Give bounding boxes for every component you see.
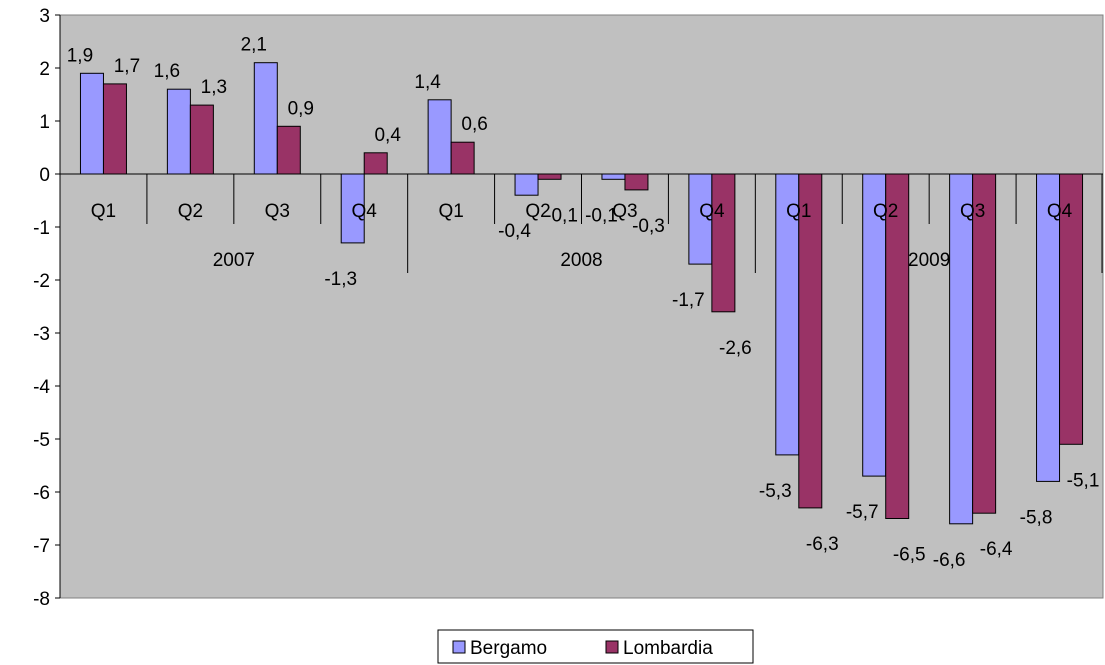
bar-lombardia	[276, 125, 301, 175]
legend-label-bergamo: Bergamo	[470, 638, 547, 659]
x-group-label: 2007	[213, 250, 255, 271]
legend-label-lombardia: Lombardia	[623, 638, 713, 659]
bar-bergamo	[166, 88, 191, 175]
bar-lombardia	[450, 141, 475, 175]
data-label-bergamo: -5,7	[846, 502, 879, 523]
bar-bergamo	[253, 62, 278, 175]
y-tick-label: 0	[39, 165, 50, 186]
data-label-lombardia: -0,1	[545, 205, 578, 226]
legend-swatch-bergamo	[452, 640, 466, 654]
y-tick-label: -3	[33, 324, 50, 345]
data-label-lombardia: -6,4	[980, 539, 1013, 560]
data-label-lombardia: 1,3	[201, 77, 227, 98]
x-tick-label: Q1	[786, 201, 811, 222]
legend-swatch-lombardia	[605, 640, 619, 654]
bar-lombardia	[624, 173, 649, 191]
data-label-bergamo: 2,1	[241, 35, 267, 56]
data-label-lombardia: 1,7	[114, 56, 140, 77]
x-tick-label: Q1	[438, 201, 463, 222]
data-label-bergamo: -5,8	[1020, 507, 1053, 528]
bar-lombardia	[537, 173, 562, 180]
data-label-bergamo: -1,7	[672, 290, 705, 311]
y-tick-label: -7	[33, 536, 50, 557]
y-tick-label: -8	[33, 589, 50, 610]
legend-box	[437, 629, 754, 664]
bar-bergamo	[601, 173, 626, 180]
bar-lombardia	[711, 173, 736, 313]
x-tick-label: Q3	[265, 201, 290, 222]
bar-bergamo	[340, 173, 365, 244]
data-label-bergamo: 1,9	[67, 45, 93, 66]
data-label-bergamo: 1,6	[154, 61, 180, 82]
data-label-bergamo: 1,4	[414, 72, 441, 93]
x-tick-label: Q4	[699, 201, 725, 222]
y-tick-label: 2	[39, 59, 50, 80]
bar-lombardia	[1059, 173, 1084, 445]
bar-lombardia	[972, 173, 997, 514]
bar-bergamo	[427, 99, 452, 175]
plot-area	[59, 14, 1104, 599]
bar-bergamo	[79, 72, 104, 175]
y-tick-label: 1	[39, 112, 50, 133]
bar-lombardia	[189, 104, 214, 175]
bar-lombardia	[798, 173, 823, 509]
data-label-lombardia: -6,5	[893, 545, 926, 566]
x-group-label: 2008	[560, 250, 602, 271]
x-tick-label: Q1	[91, 201, 116, 222]
x-tick-label: Q2	[525, 201, 550, 222]
y-tick-label: -6	[33, 483, 50, 504]
data-label-bergamo: -0,1	[585, 205, 618, 226]
y-tick-label: 3	[39, 6, 50, 27]
data-label-bergamo: -0,4	[498, 221, 531, 242]
data-label-lombardia: -6,3	[806, 534, 839, 555]
bar-bergamo	[949, 173, 974, 525]
data-label-lombardia: 0,9	[288, 98, 314, 119]
x-tick-label: Q2	[873, 201, 898, 222]
y-tick-label: -5	[33, 430, 50, 451]
data-label-lombardia: -0,3	[632, 216, 665, 237]
x-tick-label: Q4	[352, 201, 378, 222]
data-label-lombardia: 0,6	[461, 114, 487, 135]
legend: Bergamo Lombardia	[437, 629, 754, 664]
data-label-lombardia: -5,1	[1067, 470, 1100, 491]
data-label-bergamo: -6,6	[933, 550, 966, 571]
bar-lombardia	[363, 152, 388, 175]
x-group-label: 2009	[908, 250, 950, 271]
data-label-bergamo: -5,3	[759, 481, 792, 502]
data-label-lombardia: -2,6	[719, 338, 752, 359]
data-label-lombardia: 0,4	[374, 125, 401, 146]
y-tick-label: -1	[33, 218, 50, 239]
x-tick-label: Q4	[1047, 201, 1073, 222]
y-tick-label: -4	[33, 377, 50, 398]
x-tick-label: Q3	[612, 201, 637, 222]
data-label-bergamo: -1,3	[324, 269, 357, 290]
bar-lombardia	[885, 173, 910, 519]
y-tick-label: -2	[33, 271, 50, 292]
x-tick-label: Q2	[178, 201, 203, 222]
x-tick-label: Q3	[960, 201, 985, 222]
bar-bergamo	[514, 173, 539, 196]
bar-lombardia	[102, 83, 127, 175]
